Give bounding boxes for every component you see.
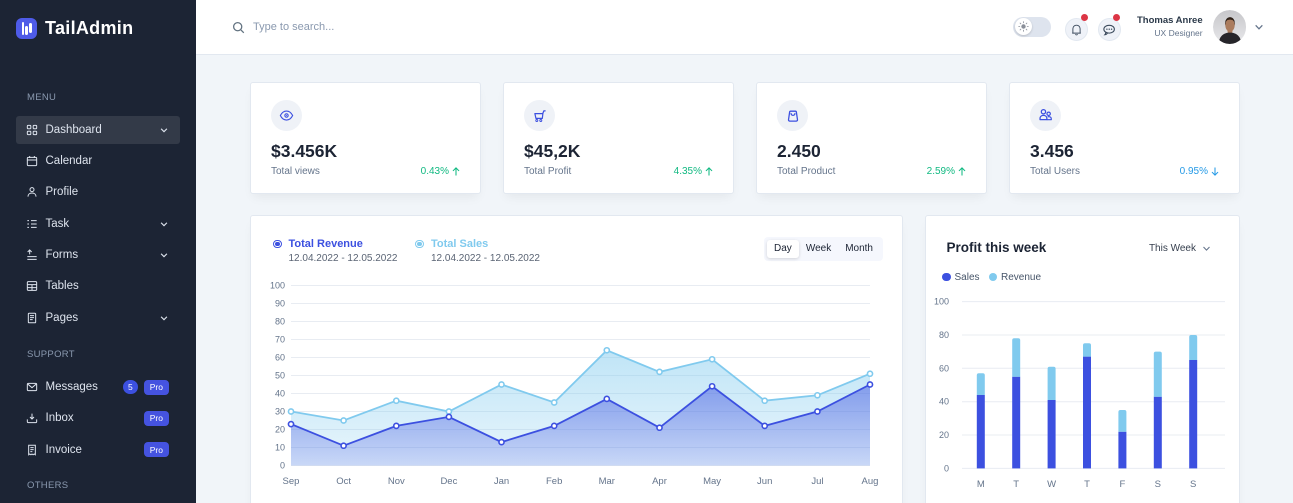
svg-text:70: 70 (275, 335, 285, 345)
svg-text:50: 50 (275, 371, 285, 381)
svg-text:Feb: Feb (546, 476, 562, 487)
svg-text:0: 0 (280, 461, 285, 471)
svg-text:S: S (1155, 479, 1161, 490)
svg-text:Mar: Mar (599, 476, 615, 487)
svg-text:W: W (1047, 479, 1056, 490)
svg-text:60: 60 (275, 353, 285, 363)
svg-text:Oct: Oct (336, 476, 351, 487)
svg-text:Aug: Aug (862, 476, 879, 487)
svg-text:Jul: Jul (811, 476, 823, 487)
svg-text:Jun: Jun (757, 476, 772, 487)
svg-text:80: 80 (275, 317, 285, 327)
svg-text:80: 80 (939, 330, 949, 340)
svg-text:S: S (1190, 479, 1196, 490)
svg-text:M: M (977, 479, 985, 490)
svg-text:Apr: Apr (652, 476, 667, 487)
svg-text:F: F (1119, 479, 1125, 490)
svg-text:60: 60 (939, 363, 949, 373)
svg-text:20: 20 (939, 430, 949, 440)
svg-text:Dec: Dec (440, 476, 457, 487)
svg-text:Jan: Jan (494, 476, 509, 487)
svg-text:40: 40 (275, 389, 285, 399)
svg-text:May: May (703, 476, 721, 487)
svg-text:10: 10 (275, 443, 285, 453)
svg-text:30: 30 (275, 407, 285, 417)
svg-text:T: T (1013, 479, 1019, 490)
svg-text:Nov: Nov (388, 476, 405, 487)
svg-text:90: 90 (275, 299, 285, 309)
svg-text:100: 100 (270, 281, 285, 291)
svg-text:T: T (1084, 479, 1090, 490)
svg-text:20: 20 (275, 425, 285, 435)
svg-text:100: 100 (934, 297, 949, 307)
svg-text:Sep: Sep (283, 476, 300, 487)
svg-text:0: 0 (944, 463, 949, 473)
svg-text:40: 40 (939, 397, 949, 407)
